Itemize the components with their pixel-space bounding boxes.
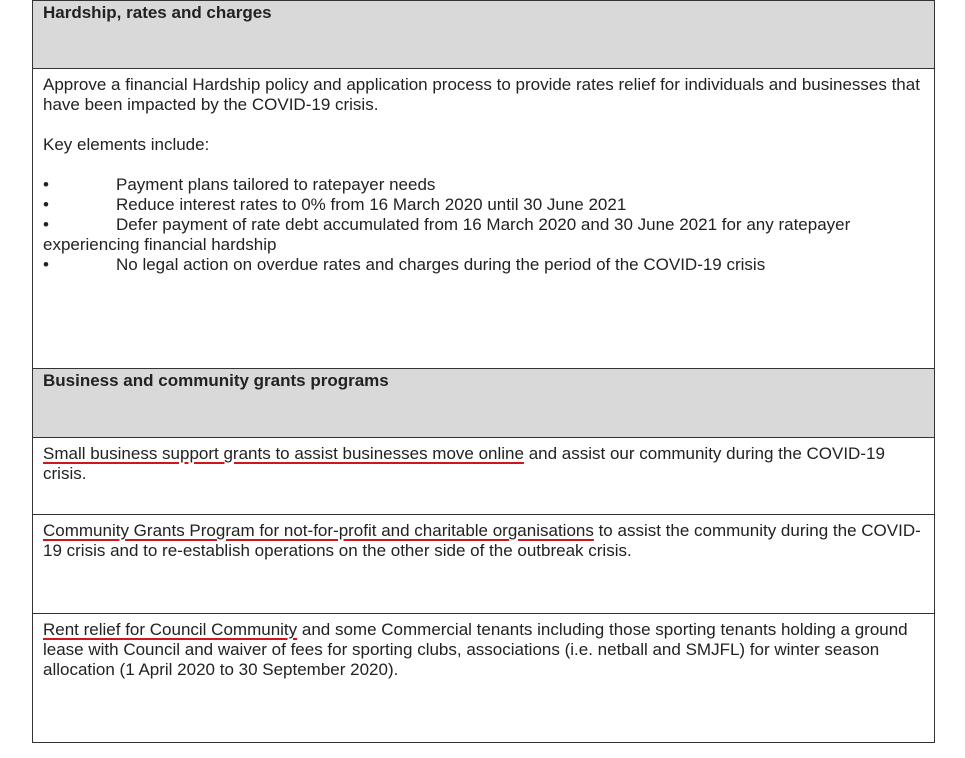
bullet-item: Payment plans tailored to ratepayer need… xyxy=(43,175,924,195)
bullet-text: Payment plans tailored to ratepayer need… xyxy=(116,175,436,194)
bullet-list: Payment plans tailored to ratepayer need… xyxy=(43,175,924,275)
bullet-item: Defer payment of rate debt accumulated f… xyxy=(43,215,924,255)
paragraph: Community Grants Program for not-for-pro… xyxy=(43,521,924,561)
underlined-text: Rent relief for Council Community xyxy=(43,620,298,639)
underlined-text: Community Grants Program for not-for-pro… xyxy=(43,521,594,540)
text: to assist the community during the COVID… xyxy=(43,521,921,560)
bullet-text: Defer payment of rate debt accumulated f… xyxy=(43,215,851,254)
table-cell: Community Grants Program for not-for-pro… xyxy=(33,514,934,613)
bullet-text: Reduce interest rates to 0% from 16 Marc… xyxy=(116,195,627,214)
table-cell: Small business support grants to assist … xyxy=(33,437,934,514)
section-heading: Business and community grants programs xyxy=(33,368,934,437)
bullet-text: No legal action on overdue rates and cha… xyxy=(116,255,766,274)
paragraph: Rent relief for Council Community and so… xyxy=(43,620,924,680)
section-heading: Hardship, rates and charges xyxy=(33,0,934,68)
table: Hardship, rates and charges Approve a fi… xyxy=(32,0,935,743)
text: and some Commercial tenants including th… xyxy=(43,620,908,679)
table-cell: Rent relief for Council Community and so… xyxy=(33,613,934,742)
text: and assist our community during the COVI… xyxy=(43,444,885,483)
paragraph: Small business support grants to assist … xyxy=(43,444,924,484)
paragraph: Approve a financial Hardship policy and … xyxy=(43,75,920,114)
bullet-item: No legal action on overdue rates and cha… xyxy=(43,255,924,275)
underlined-text: Small business support grants to assist … xyxy=(43,444,524,463)
paragraph: Key elements include: xyxy=(43,135,210,154)
table-cell: Approve a financial Hardship policy and … xyxy=(33,68,934,368)
bullet-item: Reduce interest rates to 0% from 16 Marc… xyxy=(43,195,924,215)
